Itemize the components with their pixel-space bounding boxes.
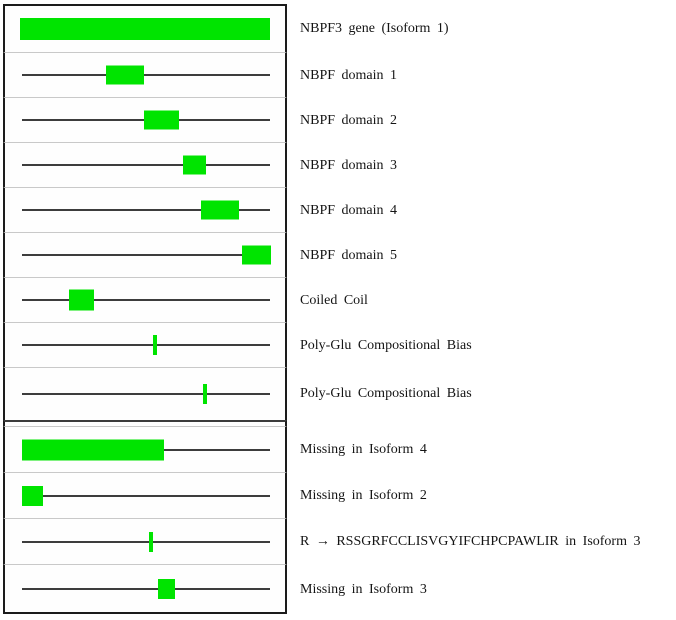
feature-label: NBPF domain 3	[300, 157, 398, 173]
feature-track-cell	[3, 368, 287, 420]
feature-row-polyglu2: Poly-Glu Compositional Bias	[3, 368, 640, 420]
feature-track-cell	[3, 473, 287, 519]
feature-line	[22, 587, 270, 590]
feature-track-cell	[3, 323, 287, 368]
domain-marker	[144, 110, 179, 130]
feature-line	[22, 74, 270, 76]
feature-label: Coiled Coil	[300, 292, 368, 308]
feature-label: R → RSSGRFCCLISVGYIFCHPCPAWLIR in Isofor…	[300, 534, 641, 550]
section-divider	[3, 420, 640, 427]
feature-track-cell	[3, 4, 287, 53]
feature-track-cell	[3, 565, 287, 614]
feature-row-domain4: NBPF domain 4	[3, 188, 640, 233]
coiled-coil-marker	[69, 289, 94, 311]
feature-label: Poly-Glu Compositional Bias	[300, 386, 472, 402]
missing-region-marker	[22, 485, 43, 506]
protein-feature-diagram: NBPF3 gene (Isoform 1) NBPF domain 1 NBP…	[3, 4, 640, 614]
feature-row-coiled-coil: Coiled Coil	[3, 278, 640, 323]
feature-label: NBPF domain 1	[300, 67, 398, 83]
feature-row-missing-iso2: Missing in Isoform 2	[3, 473, 640, 519]
feature-track-cell	[3, 519, 287, 565]
feature-label: Missing in Isoform 3	[300, 581, 427, 597]
gene-bar-marker	[20, 18, 270, 40]
feature-label: Poly-Glu Compositional Bias	[300, 337, 472, 353]
feature-track-cell	[3, 188, 287, 233]
domain-marker	[201, 200, 239, 220]
feature-track-cell	[3, 53, 287, 98]
feature-row-domain3: NBPF domain 3	[3, 143, 640, 188]
missing-region-marker	[22, 439, 164, 460]
feature-row-missing-iso4: Missing in Isoform 4	[3, 427, 640, 473]
feature-line	[22, 344, 270, 346]
feature-line	[22, 393, 270, 395]
polyglu-tick-marker	[153, 335, 157, 355]
feature-label: Missing in Isoform 4	[300, 442, 427, 458]
feature-track-cell	[3, 278, 287, 323]
feature-track-cell	[3, 233, 287, 278]
feature-line	[22, 299, 270, 301]
feature-row-gene: NBPF3 gene (Isoform 1)	[3, 4, 640, 53]
feature-line	[22, 254, 270, 256]
section-divider-cell	[3, 420, 287, 427]
polyglu-tick-marker	[203, 384, 207, 404]
domain-marker	[183, 155, 206, 175]
feature-row-polyglu1: Poly-Glu Compositional Bias	[3, 323, 640, 368]
domain-marker	[242, 245, 271, 265]
feature-line	[22, 540, 270, 543]
feature-row-domain5: NBPF domain 5	[3, 233, 640, 278]
feature-label: NBPF domain 5	[300, 247, 398, 263]
feature-label: Missing in Isoform 2	[300, 488, 427, 504]
feature-row-missing-iso3: Missing in Isoform 3	[3, 565, 640, 614]
feature-track-cell	[3, 98, 287, 143]
feature-label: NBPF3 gene (Isoform 1)	[300, 20, 449, 36]
feature-track-cell	[3, 427, 287, 473]
variant-tick-marker	[149, 531, 153, 552]
domain-marker	[106, 65, 144, 85]
feature-line	[22, 164, 270, 166]
feature-line	[22, 209, 270, 211]
feature-line	[22, 494, 270, 497]
feature-row-domain1: NBPF domain 1	[3, 53, 640, 98]
feature-row-domain2: NBPF domain 2	[3, 98, 640, 143]
feature-track-cell	[3, 143, 287, 188]
feature-label: NBPF domain 4	[300, 202, 398, 218]
feature-label: NBPF domain 2	[300, 112, 398, 128]
missing-region-marker	[158, 578, 175, 599]
feature-row-variant-iso3: R → RSSGRFCCLISVGYIFCHPCPAWLIR in Isofor…	[3, 519, 640, 565]
